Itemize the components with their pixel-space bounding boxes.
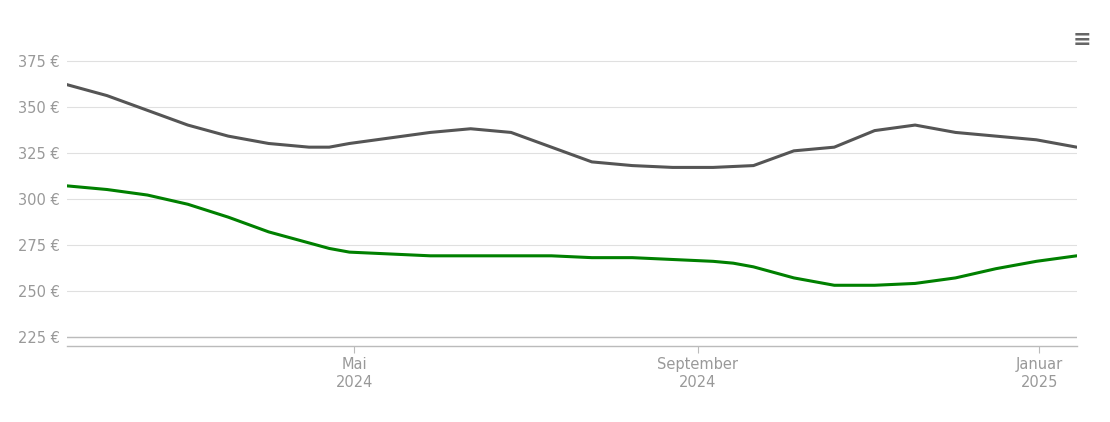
- Text: ≡: ≡: [1072, 30, 1091, 49]
